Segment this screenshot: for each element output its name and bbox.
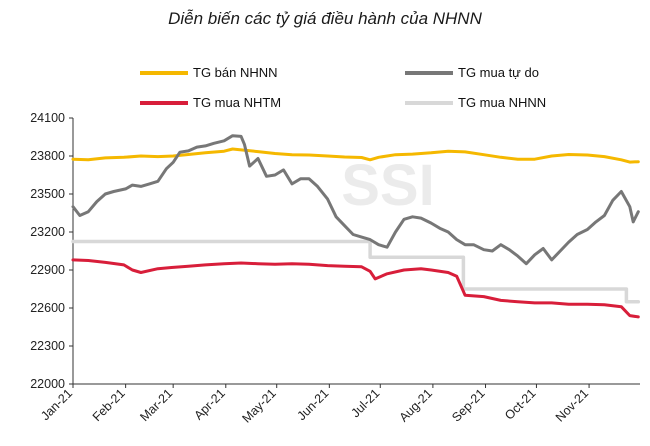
x-tick-label: Nov-21 (553, 386, 591, 424)
watermark: SSI (341, 153, 435, 218)
legend-label-tg-ban-nhnn: TG bán NHNN (193, 65, 278, 80)
y-tick-label: 24100 (30, 111, 65, 125)
x-tick-label: Aug-21 (397, 386, 435, 424)
y-tick-label: 22600 (30, 301, 65, 315)
chart-title: Diễn biến các tỷ giá điều hành của NHNN (168, 9, 482, 28)
x-tick-label: Oct-21 (502, 386, 538, 422)
series-line-tg-mua-tu-do (71, 134, 640, 266)
x-tick-label: Mar-21 (137, 386, 175, 424)
x-tick-label: Feb-21 (90, 386, 128, 424)
series-line-tg-ban-nhnn (71, 147, 640, 164)
series-line-tg-mua-nhnn (71, 239, 641, 304)
series-line-tg-mua-nhtm (71, 258, 640, 319)
y-tick-label: 23200 (30, 225, 65, 239)
x-tick-label: Jul-21 (348, 386, 382, 420)
legend: TG bán NHNN TG mua tự do TG mua NHTM TG … (140, 65, 546, 110)
legend-label-tg-mua-nhnn: TG mua NHNN (458, 95, 546, 110)
axes (72, 118, 640, 385)
x-axis-ticks: Jan-21 Feb-21 Mar-21 Apr-21 May-21 Jun-21 Jul-… (38, 384, 591, 426)
legend-label-tg-mua-nhtm: TG mua NHTM (193, 95, 281, 110)
legend-item-tg-mua-nhtm: TG mua NHTM (140, 95, 281, 110)
x-tick-label: Apr-21 (191, 386, 227, 422)
x-tick-label: Jun-21 (295, 386, 332, 423)
legend-item-tg-mua-tu-do: TG mua tự do (405, 65, 539, 80)
y-tick-label: 22000 (30, 377, 65, 391)
legend-item-tg-mua-nhnn: TG mua NHNN (405, 95, 546, 110)
x-tick-label: May-21 (239, 386, 278, 425)
y-tick-label: 22900 (30, 263, 65, 277)
plot-area (71, 134, 641, 319)
y-axis-ticks: 24100 23800 23500 23200 22900 22600 22300 22000 (30, 111, 73, 391)
y-tick-label: 23800 (30, 149, 65, 163)
x-tick-label: Sep-21 (449, 386, 487, 424)
x-tick-label: Jan-21 (38, 386, 75, 423)
legend-label-tg-mua-tu-do: TG mua tự do (458, 65, 539, 80)
y-tick-label: 22300 (30, 339, 65, 353)
y-tick-label: 23500 (30, 187, 65, 201)
legend-item-tg-ban-nhnn: TG bán NHNN (140, 65, 278, 80)
